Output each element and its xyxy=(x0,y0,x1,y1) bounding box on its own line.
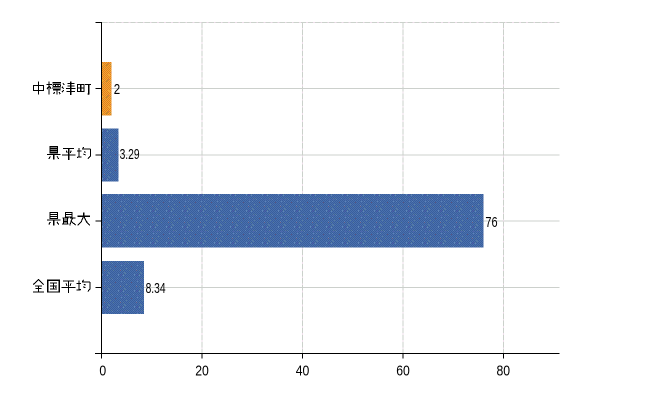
svg-text:20: 20 xyxy=(195,362,209,379)
svg-text:40: 40 xyxy=(296,362,310,379)
svg-text:76: 76 xyxy=(485,214,497,231)
svg-text:8.34: 8.34 xyxy=(146,280,166,297)
svg-text:3.29: 3.29 xyxy=(120,146,140,163)
svg-text:2: 2 xyxy=(114,81,120,98)
svg-text:80: 80 xyxy=(497,362,511,379)
svg-text:0: 0 xyxy=(99,362,106,379)
svg-text:60: 60 xyxy=(396,362,410,379)
